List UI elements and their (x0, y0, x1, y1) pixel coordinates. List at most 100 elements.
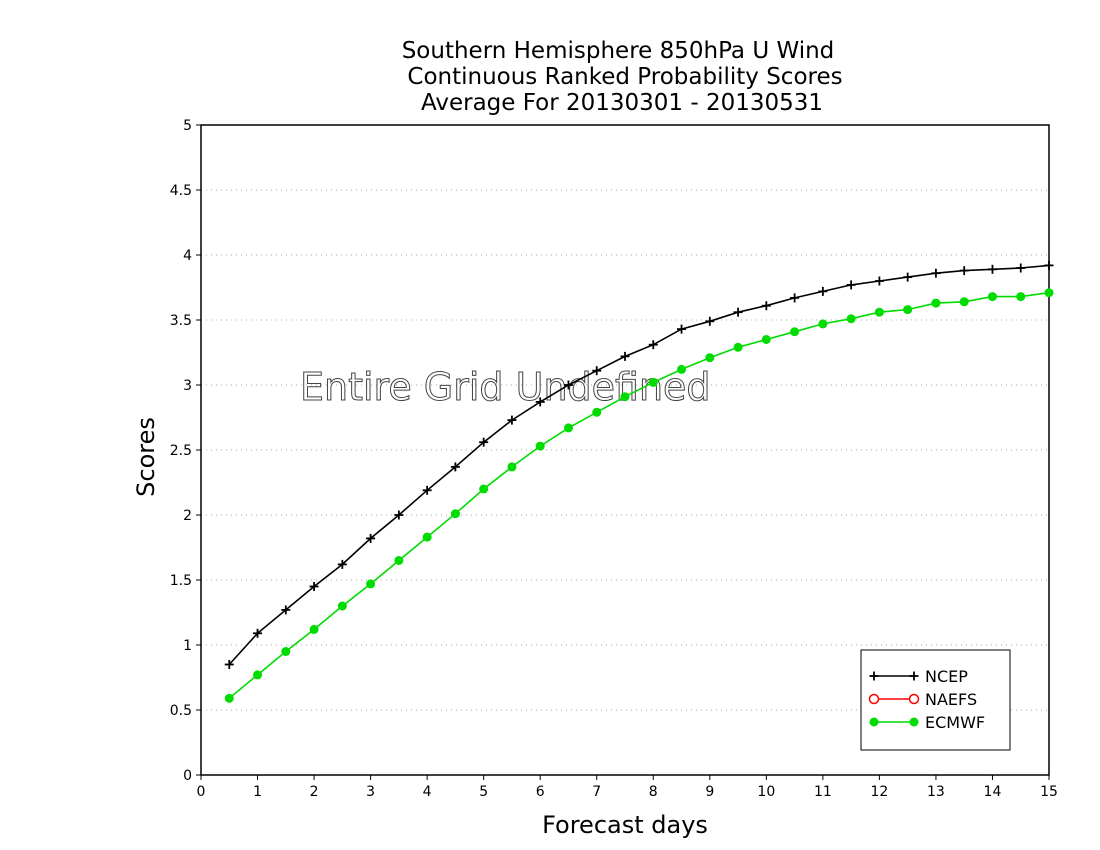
y-tick-label: 1 (183, 638, 192, 654)
data-point-ecmwf (592, 407, 602, 417)
data-point-ecmwf (705, 353, 715, 363)
data-point-ncep (790, 293, 800, 303)
grid-lines (201, 189, 1049, 711)
data-point-ncep (846, 280, 856, 290)
data-point-ecmwf (337, 601, 347, 611)
data-point-ecmwf (535, 441, 545, 451)
data-point-ecmwf (733, 342, 743, 352)
data-point-ecmwf (874, 307, 884, 317)
data-point-ecmwf (620, 392, 630, 402)
legend-marker-naefs (868, 693, 880, 705)
legend-marker-ecmwf (909, 717, 919, 727)
x-tick-label: 6 (536, 784, 545, 800)
y-tick-label: 0 (183, 768, 192, 784)
data-point-ncep (422, 485, 432, 495)
data-point-ecmwf (648, 377, 658, 387)
y-tick-label: 5 (183, 118, 192, 134)
legend-item-ncep: NCEP (869, 667, 968, 686)
data-point-ncep (507, 415, 517, 425)
data-point-ecmwf (479, 484, 489, 494)
data-point-ecmwf (563, 423, 573, 433)
data-point-ncep (987, 264, 997, 274)
data-point-ncep (337, 559, 347, 569)
x-axis-ticks: 0 1 2 3 4 5 6 7 8 9 10 11 12 13 14 15 (197, 775, 1058, 800)
data-point-ncep (874, 276, 884, 286)
annotation-text: Entire Grid Undefined (300, 365, 711, 409)
series-line-ncep (228, 264, 1050, 666)
data-point-ecmwf (450, 509, 460, 519)
data-point-ncep (1016, 263, 1026, 273)
data-point-ncep (450, 462, 460, 472)
data-point-ecmwf (959, 297, 969, 307)
data-point-ecmwf (903, 305, 913, 315)
legend-marker-naefs (908, 693, 920, 705)
x-tick-label: 14 (984, 784, 1002, 800)
data-point-ecmwf (422, 532, 432, 542)
title-line-2: Continuous Ranked Probability Scores (407, 64, 842, 90)
data-point-ncep (281, 605, 291, 615)
data-point-ncep (818, 286, 828, 296)
data-point-ecmwf (309, 624, 319, 634)
data-point-ecmwf (366, 579, 376, 589)
legend-marker-ncep (869, 671, 879, 681)
data-point-ncep (648, 340, 658, 350)
data-point-ncep (253, 628, 263, 638)
data-point-ncep (394, 510, 404, 520)
x-tick-label: 3 (366, 784, 375, 800)
data-point-ncep (705, 316, 715, 326)
plot-frame (200, 124, 1050, 776)
data-point-ncep (366, 533, 376, 543)
data-point-ecmwf (761, 335, 771, 344)
x-tick-label: 8 (649, 784, 658, 800)
data-point-ecmwf (253, 670, 263, 680)
title-line-1: Southern Hemisphere 850hPa U Wind (402, 38, 835, 64)
x-tick-label: 7 (592, 784, 601, 800)
x-tick-label: 10 (757, 784, 775, 800)
x-tick-label: 13 (927, 784, 945, 800)
y-axis-title: Scores (132, 417, 160, 497)
series-ecmwf (224, 288, 1054, 703)
data-point-ncep (224, 660, 234, 669)
data-point-ncep (479, 437, 489, 447)
x-axis-title: Forecast days (542, 811, 708, 839)
y-tick-label: 4.5 (170, 183, 192, 199)
data-point-ecmwf (987, 292, 997, 302)
title-line-3: Average For 20130301 - 20130531 (421, 90, 823, 116)
x-tick-label: 9 (705, 784, 714, 800)
data-point-ncep (761, 301, 771, 311)
data-point-ecmwf (394, 556, 404, 565)
series-ncep (224, 260, 1054, 669)
data-point-ncep (733, 307, 743, 317)
data-point-ecmwf (1016, 292, 1026, 302)
data-point-ncep (620, 351, 630, 361)
data-point-ncep (959, 266, 969, 276)
x-tick-label: 11 (814, 784, 832, 800)
y-tick-label: 4 (183, 248, 192, 264)
data-point-ncep (592, 366, 602, 376)
data-point-ecmwf (507, 462, 517, 472)
legend-item-naefs: NAEFS (868, 690, 977, 709)
x-tick-label: 2 (310, 784, 319, 800)
legend-marker-ecmwf (869, 717, 879, 727)
data-point-ecmwf (1044, 288, 1054, 298)
data-point-ncep (677, 324, 687, 334)
chart-title: Southern Hemisphere 850hPa U Wind Contin… (402, 38, 843, 116)
series-line-ecmwf (228, 291, 1050, 699)
data-point-ecmwf (790, 327, 800, 337)
x-tick-label: 4 (423, 784, 432, 800)
legend-label-ncep: NCEP (925, 667, 968, 686)
data-point-ecmwf (931, 298, 941, 308)
x-tick-label: 5 (479, 784, 488, 800)
legend-label-naefs: NAEFS (925, 690, 977, 709)
legend-label-ecmwf: ECMWF (925, 713, 985, 732)
series-layer (224, 260, 1054, 703)
y-tick-label: 1.5 (170, 573, 192, 589)
legend-item-ecmwf: ECMWF (869, 713, 985, 732)
x-tick-label: 1 (253, 784, 262, 800)
y-tick-label: 2.5 (170, 443, 192, 459)
x-tick-label: 15 (1040, 784, 1058, 800)
y-tick-label: 2 (183, 508, 192, 524)
data-point-ncep (535, 397, 545, 407)
data-point-ecmwf (846, 314, 856, 324)
